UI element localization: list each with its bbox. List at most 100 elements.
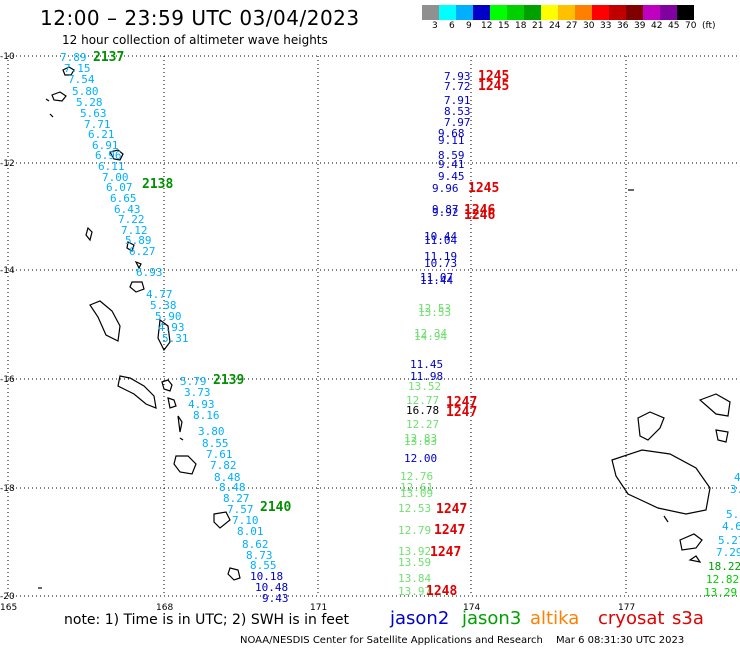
swh-value-mid: 11.45: [410, 358, 443, 371]
swh-value-mid: 7.97: [444, 116, 471, 129]
color-scale-tick: 18: [515, 21, 527, 31]
swh-value-mid: 12.77: [406, 394, 439, 407]
swh-value-cyan: 5.28: [76, 96, 103, 109]
cryosat-time: 1246: [464, 208, 495, 223]
swh-value-cyan: 6.65: [110, 192, 137, 205]
swh-value-cyan: 7.89: [60, 51, 87, 64]
island-outline: [663, 515, 669, 523]
swh-value-cyan: 3.73: [184, 386, 211, 399]
swh-value-cyan: 6.43: [114, 203, 141, 216]
swh-value-mid: 9.87: [432, 203, 459, 216]
island-outline: [85, 226, 93, 242]
swh-value-right: 18.22: [708, 560, 740, 573]
swh-value-mid: 13.92: [398, 545, 431, 558]
cryosat-time: 1247: [436, 502, 467, 517]
color-scale-tick: 6: [449, 21, 455, 31]
color-swatch: [660, 5, 677, 20]
island-outline: [134, 260, 142, 270]
island-outline: [89, 300, 121, 342]
color-swatch: [507, 5, 524, 20]
swh-value-mid: 11.04: [424, 234, 457, 247]
cryosat-time: 1245: [468, 181, 499, 196]
swh-value-cyan: 7.10: [232, 514, 259, 527]
swh-value-cyan: 5.89: [125, 234, 152, 247]
lat-label: -14: [0, 266, 15, 276]
island-outline: [679, 533, 703, 551]
swh-value-mid: 13.53: [418, 306, 451, 319]
swh-value-cyan: 6.21: [88, 128, 115, 141]
swh-value-right: 4.6: [722, 520, 740, 533]
swh-value-mid: 7.72: [444, 80, 471, 93]
swh-value-cyan: 10.18: [250, 570, 283, 583]
swh-value-mid: 9.11: [438, 134, 465, 147]
swh-value-cyan: 8.27: [223, 492, 250, 505]
legend-cryosat: cryosat: [598, 608, 665, 629]
swh-value-right: 7.29: [716, 546, 740, 559]
swh-value-cyan: 5.90: [155, 310, 182, 323]
swh-value-mid: 13.59: [398, 556, 431, 569]
island-outline: [161, 379, 173, 392]
island-outline: [51, 91, 67, 102]
lon-label: 171: [310, 603, 327, 613]
swh-value-mid: 13.97: [398, 585, 431, 598]
lat-label: -18: [0, 484, 15, 494]
swh-value-mid: 12.61: [400, 481, 433, 494]
color-scale-tick: 27: [566, 21, 578, 31]
footer: NOAA/NESDIS Center for Satellite Applica…: [240, 635, 684, 646]
footer-timestamp: Mar 6 08:31:30 UTC 2023: [556, 635, 685, 646]
swh-value-mid: 12.53: [418, 302, 451, 315]
swh-value-mid: 12.34: [414, 327, 447, 340]
island-outline: [167, 397, 177, 409]
units-note: note: 1) Time is in UTC; 2) SWH is in fe…: [64, 612, 350, 628]
pass-number: 2138: [142, 177, 173, 192]
swh-value-mid: 9.96: [432, 182, 459, 195]
swh-value-cyan: 5.79: [180, 375, 207, 388]
swh-value-mid: 10.73: [424, 257, 457, 270]
swh-value-cyan: 5.31: [162, 332, 189, 345]
swh-value-mid: 13.09: [400, 487, 433, 500]
color-scale-tick: 30: [583, 21, 595, 31]
cryosat-time: 1247: [446, 405, 477, 420]
swh-value-mid: 13.83: [404, 435, 437, 448]
swh-value-cyan: 7.00: [102, 171, 129, 184]
swh-value-cyan: 4.93: [188, 398, 215, 411]
color-scale-bar: [422, 5, 694, 20]
island-outline: [698, 393, 731, 417]
pass-number: 2139: [213, 373, 244, 388]
swh-value-mid: 11.44: [420, 274, 453, 287]
swh-value-cyan: 10.48: [255, 581, 288, 594]
color-swatch: [490, 5, 507, 20]
graticule: [7, 55, 740, 597]
swh-value-cyan: 8.62: [242, 538, 269, 551]
island-outline: [117, 375, 157, 409]
swh-value-cyan: 7.12: [121, 224, 148, 237]
color-scale-tick: 45: [668, 21, 680, 31]
swh-value-right: 5.8: [726, 508, 740, 521]
color-scale-tick: 39: [634, 21, 646, 31]
swh-value-cyan: 5.63: [80, 107, 107, 120]
cryosat-time: 1247: [430, 545, 461, 560]
swh-value-mid: 11.07: [420, 271, 453, 284]
swh-value-mid: 9.41: [438, 158, 465, 171]
color-scale-tick: 21: [532, 21, 544, 31]
swh-value-cyan: 6.93: [136, 266, 163, 279]
cryosat-time: 1247: [434, 523, 465, 538]
legend-jason3: jason3: [462, 608, 522, 629]
swh-value-cyan: 5.80: [72, 85, 99, 98]
island-outline: [49, 113, 54, 118]
swh-value-cyan: 6.27: [129, 245, 156, 258]
island-outline: [179, 437, 184, 441]
swh-value-cyan: 8.01: [237, 525, 264, 538]
island-outline: [126, 241, 135, 252]
color-swatch: [439, 5, 456, 20]
cryosat-time: 1246: [464, 203, 495, 218]
swh-value-mid: 13.52: [408, 380, 441, 393]
swh-value-mid: 8.53: [444, 105, 471, 118]
swh-value-right: 5.27: [718, 534, 740, 547]
swh-value-cyan: 8.55: [202, 437, 229, 450]
island-outline: [177, 415, 183, 433]
swh-value-right: 3.: [730, 483, 740, 496]
swh-value-mid: 12.83: [404, 432, 437, 445]
cryosat-time: 1248: [426, 584, 457, 599]
swh-value-mid: 12.00: [404, 452, 437, 465]
